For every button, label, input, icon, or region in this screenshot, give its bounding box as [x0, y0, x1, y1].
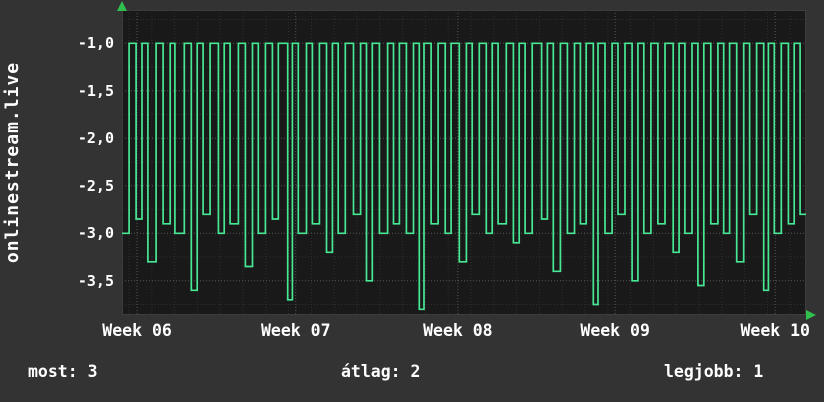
y-tick-label: -1,5: [77, 81, 114, 100]
y-axis-arrow-icon: [117, 1, 127, 11]
y-tick-label: -2,5: [77, 176, 114, 195]
x-tick-label: Week 07: [260, 321, 331, 340]
x-tick-label: Week 09: [580, 321, 650, 340]
chart-plot-area: [122, 10, 806, 315]
y-tick-label: -3,0: [77, 224, 114, 243]
x-tick-label: Week 08: [423, 321, 493, 340]
series-line: [122, 42, 806, 311]
y-tick-label: -1,0: [77, 34, 114, 53]
x-axis-arrow-icon: [806, 310, 816, 320]
x-tick-label: Week 10: [740, 321, 810, 340]
stat-average: átlag: 2: [341, 362, 421, 381]
y-tick-label: -2,0: [77, 129, 114, 148]
stat-most: most: 3: [28, 362, 98, 381]
y-tick-label: -3,5: [77, 271, 114, 290]
x-tick-label: Week 06: [102, 321, 172, 340]
stats-footer: most: 3 átlag: 2 legjobb: 1: [0, 362, 824, 388]
x-axis-tick-labels: Week 06 Week 07 Week 08 Week 09 Week 10: [102, 321, 810, 343]
chart-plot-svg: [122, 10, 806, 315]
stat-best: legjobb: 1: [664, 362, 764, 381]
y-axis-tick-labels: -1,0 -1,5 -2,0 -2,5 -3,0 -3,5: [0, 0, 114, 330]
